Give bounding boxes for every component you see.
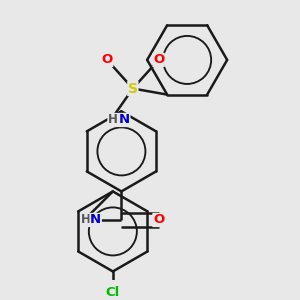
Text: O: O (153, 214, 164, 226)
Text: H: H (81, 214, 91, 226)
Text: N: N (90, 214, 101, 226)
Text: O: O (101, 53, 113, 66)
Text: N: N (119, 113, 130, 127)
Text: Cl: Cl (106, 286, 120, 299)
Text: O: O (153, 53, 164, 66)
Text: S: S (128, 82, 138, 95)
Text: H: H (108, 113, 118, 127)
